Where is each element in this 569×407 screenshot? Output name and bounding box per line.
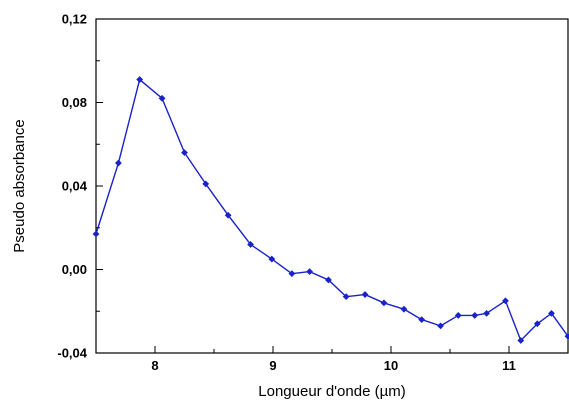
ticks-layer: 8 9 10 11 -0,04 0,00 0,04 0,08 0,12 xyxy=(57,12,569,373)
data-point xyxy=(202,180,210,188)
y-axis-title: Pseudo absorbance xyxy=(11,119,28,252)
data-point xyxy=(533,320,541,328)
data-point xyxy=(564,332,569,340)
plot-area xyxy=(95,18,569,354)
data-point xyxy=(380,299,388,307)
y-tick-label: 0,00 xyxy=(62,262,87,277)
data-point xyxy=(92,230,100,238)
y-tick-label: -0,04 xyxy=(57,346,87,361)
data-point xyxy=(342,293,350,301)
x-tick-label: 9 xyxy=(269,358,276,373)
data-point xyxy=(268,255,276,263)
y-tick-label: 0,12 xyxy=(62,12,87,27)
data-point xyxy=(502,297,509,305)
data-point xyxy=(325,276,332,284)
y-tick-label: 0,08 xyxy=(62,95,87,110)
data-point xyxy=(288,270,296,278)
data-point xyxy=(136,76,144,83)
x-tick-label: 10 xyxy=(384,358,398,373)
y-tick-label: 0,04 xyxy=(62,179,88,194)
data-point xyxy=(454,312,462,319)
data-point xyxy=(471,312,479,319)
x-axis-title: Longueur d'onde (µm) xyxy=(258,383,405,400)
data-point xyxy=(224,211,232,219)
data-point xyxy=(306,268,313,275)
data-point xyxy=(437,322,444,330)
series-line xyxy=(95,78,569,342)
data-point xyxy=(247,241,254,248)
x-tick-label: 8 xyxy=(151,358,158,373)
data-point xyxy=(418,316,426,323)
series-layer xyxy=(92,76,569,344)
data-point xyxy=(158,94,166,102)
data-point xyxy=(361,291,369,298)
data-point xyxy=(483,309,490,317)
data-point xyxy=(400,305,408,313)
data-point xyxy=(181,149,188,156)
data-point xyxy=(115,159,122,167)
data-point xyxy=(548,309,555,317)
data-point xyxy=(517,337,525,344)
x-tick-label: 11 xyxy=(502,358,516,373)
